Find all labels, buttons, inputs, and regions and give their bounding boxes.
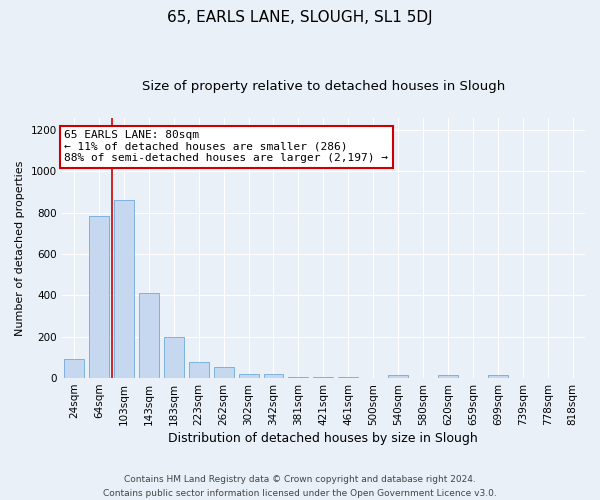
Bar xyxy=(388,375,408,378)
Title: Size of property relative to detached houses in Slough: Size of property relative to detached ho… xyxy=(142,80,505,93)
Bar xyxy=(164,337,184,378)
Text: 65 EARLS LANE: 80sqm
← 11% of detached houses are smaller (286)
88% of semi-deta: 65 EARLS LANE: 80sqm ← 11% of detached h… xyxy=(64,130,388,164)
Text: 65, EARLS LANE, SLOUGH, SL1 5DJ: 65, EARLS LANE, SLOUGH, SL1 5DJ xyxy=(167,10,433,25)
Bar xyxy=(438,375,458,378)
Bar xyxy=(139,294,159,378)
Bar xyxy=(289,377,308,378)
X-axis label: Distribution of detached houses by size in Slough: Distribution of detached houses by size … xyxy=(169,432,478,445)
Text: Contains HM Land Registry data © Crown copyright and database right 2024.
Contai: Contains HM Land Registry data © Crown c… xyxy=(103,476,497,498)
Bar xyxy=(64,360,84,378)
Bar xyxy=(488,375,508,378)
Bar xyxy=(239,374,259,378)
Bar xyxy=(89,216,109,378)
Bar xyxy=(338,377,358,378)
Bar xyxy=(263,374,283,378)
Bar xyxy=(189,362,209,378)
Bar xyxy=(214,366,233,378)
Y-axis label: Number of detached properties: Number of detached properties xyxy=(15,160,25,336)
Bar xyxy=(313,377,334,378)
Bar xyxy=(114,200,134,378)
